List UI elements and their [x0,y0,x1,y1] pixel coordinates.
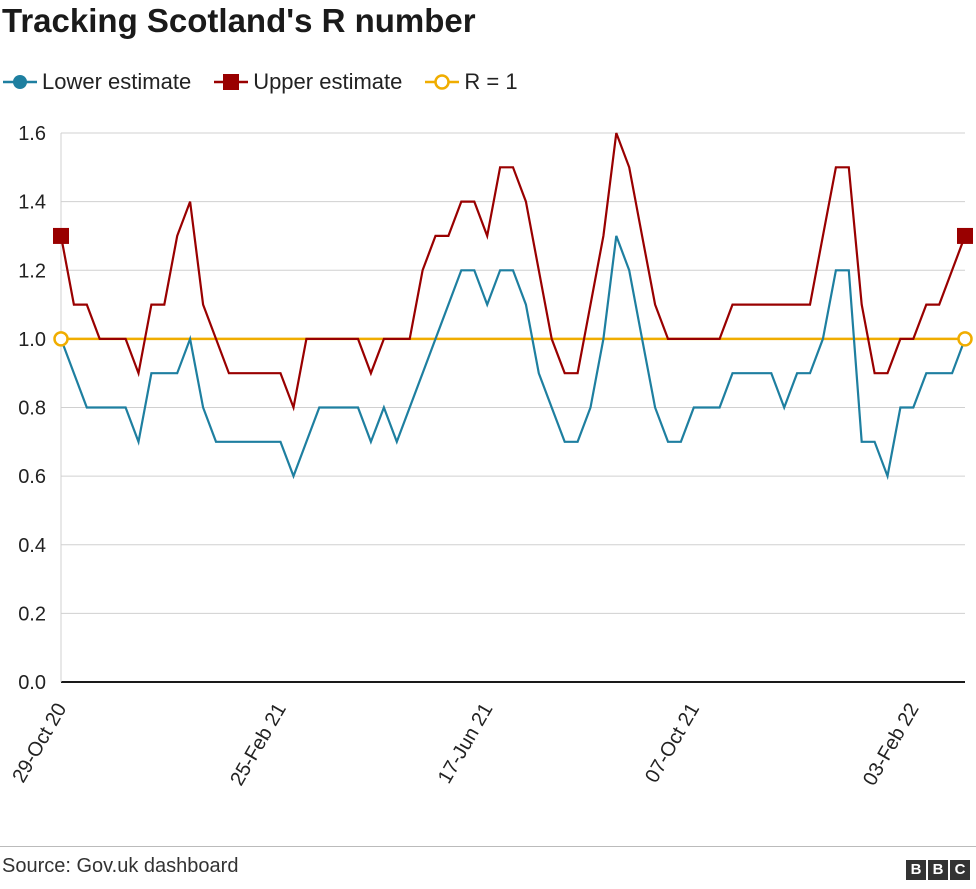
logo-letter-b1: B [906,860,926,880]
marker-upper-estimate-end [957,227,973,244]
chart-title: Tracking Scotland's R number [2,2,476,39]
source-note: Source: Gov.uk dashboard [2,855,239,877]
legend-item-r-1: R = 1 [424,69,518,95]
legend-item-lower-estimate: Lower estimate [2,69,191,95]
x-tick-label: 07-Oct 21 [641,700,704,787]
footer-divider [0,846,976,847]
y-tick-label: 0.0 [18,672,46,694]
x-tick-label: 25-Feb 21 [226,700,291,790]
y-tick-label: 0.6 [18,466,46,488]
bbc-logo: B B C [904,860,970,880]
y-tick-label: 0.2 [18,603,46,625]
legend-marker-upper-estimate [223,74,240,90]
y-axis-tick-labels: 0.0 0.2 0.4 0.6 0.8 1.0 1.2 1.4 1.6 [18,123,46,694]
legend-item-upper-estimate: Upper estimate [213,69,402,95]
logo-letter-c: C [950,860,970,880]
x-tick-label: 03-Feb 22 [859,700,924,790]
legend-label: R = 1 [464,69,518,94]
legend-marker-r-1 [434,74,451,90]
line-chart: 0.0 0.2 0.4 0.6 0.8 1.0 1.2 1.4 1.6 29-Oct 20 25-… [8,123,973,790]
legend-swatch-upper-estimate [214,74,249,90]
gridlines [60,132,965,683]
y-tick-label: 0.8 [18,398,46,420]
marker-r-1-start [53,331,69,347]
legend-swatch-r-1 [425,74,460,90]
y-tick-label: 0.4 [18,535,46,557]
y-tick-label: 1.6 [18,123,46,145]
marker-upper-estimate-start [53,227,69,244]
series-end-markers [53,227,973,347]
y-tick-label: 1.4 [18,192,46,214]
legend-marker-lower-estimate [13,75,27,89]
legend-label: Lower estimate [42,69,192,94]
marker-r-1-end [957,331,973,347]
legend-label: Upper estimate [253,69,403,94]
legend-swatch-lower-estimate [3,75,37,89]
series-lines [59,132,967,481]
x-tick-label: 29-Oct 20 [8,700,71,787]
y-tick-label: 1.0 [18,329,46,351]
legend: Lower estimate Upper estimate R = 1 [2,66,540,98]
x-tick-label: 17-Jun 21 [434,700,498,788]
logo-letter-b2: B [928,860,948,880]
series-line-upper-estimate [59,132,967,412]
series-line-lower-estimate [59,235,967,481]
x-axis-tick-labels: 29-Oct 20 25-Feb 21 17-Jun 21 07-Oct 21 03-F… [8,700,923,790]
y-tick-label: 1.2 [18,260,46,282]
